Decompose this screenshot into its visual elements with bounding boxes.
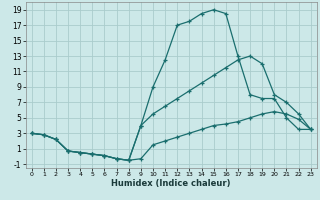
- X-axis label: Humidex (Indice chaleur): Humidex (Indice chaleur): [111, 179, 231, 188]
